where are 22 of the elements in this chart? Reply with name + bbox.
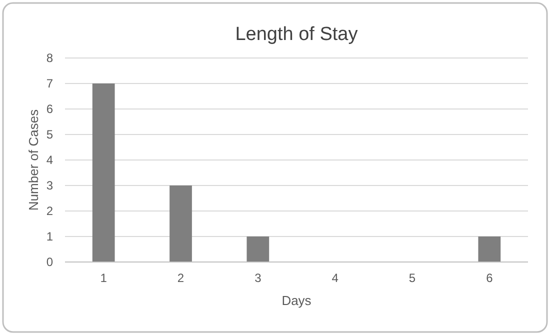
x-tick-label: 4 [332,271,339,285]
y-axis-title: Number of Cases [26,108,41,211]
bar [246,236,270,262]
y-tick-label: 6 [46,102,54,116]
x-tick-label: 1 [100,271,108,285]
x-axis-title: Days [282,293,312,308]
y-tick-label: 3 [46,178,54,193]
y-tick-label: 2 [46,204,54,218]
y-tick-label: 4 [46,153,54,168]
y-tick-label: 7 [46,76,54,91]
y-tick-label: 0 [46,255,54,270]
y-tick-label: 5 [46,128,54,142]
y-tick-label: 8 [46,51,54,66]
x-tick-label: 5 [408,271,416,285]
bar [92,84,115,262]
y-tick-label: 1 [46,230,54,244]
x-tick-label: 2 [177,271,184,285]
chart-title: Length of Stay [235,24,358,45]
bar [478,236,501,262]
x-tick-label: 6 [486,271,494,285]
x-tick-label: 3 [254,271,262,285]
bar [170,186,192,262]
